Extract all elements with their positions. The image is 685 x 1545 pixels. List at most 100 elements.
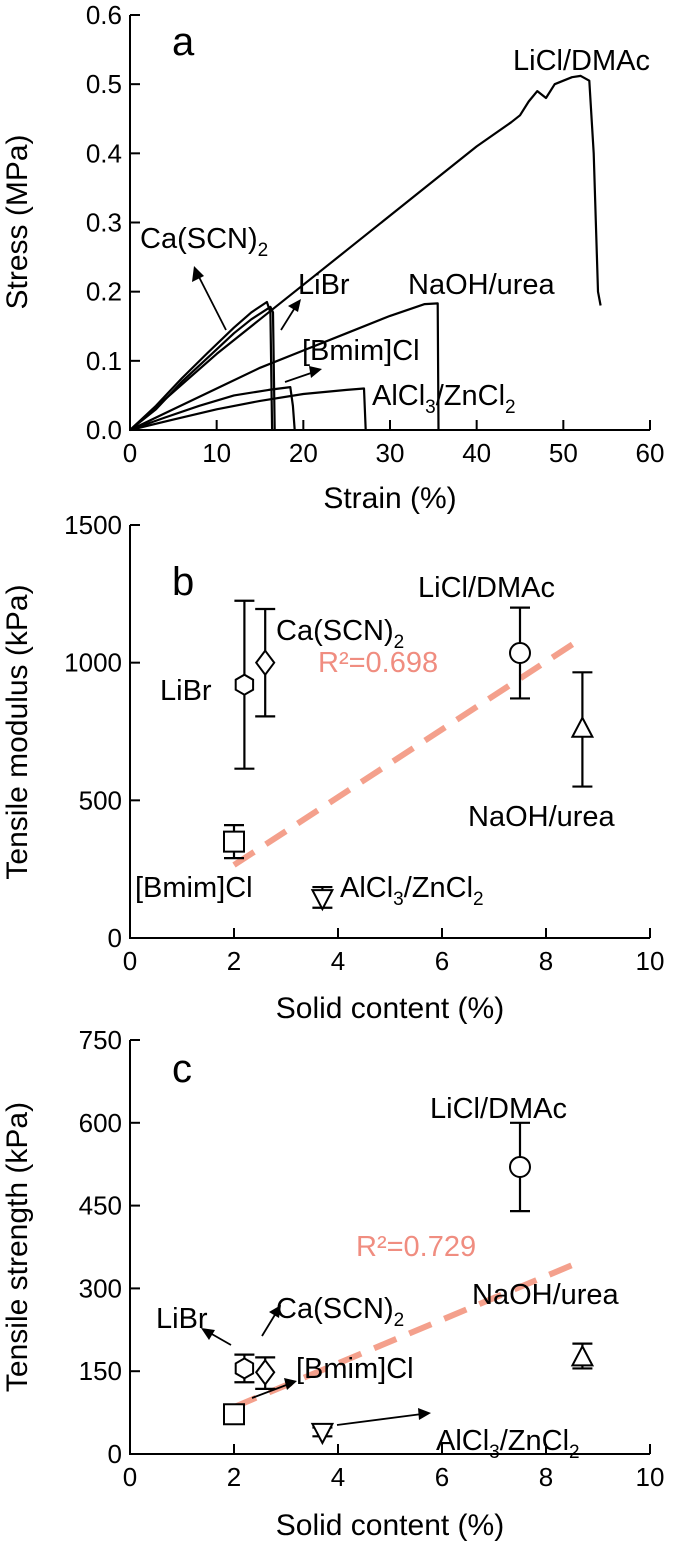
panel-a-arrow-libr <box>280 305 297 331</box>
panel-c-point-ca-scn-2 <box>254 1358 276 1386</box>
panel-a-ytick-label: 0.2 <box>86 277 122 307</box>
panel-c-label-naoh-urea: NaOH/urea <box>472 1279 620 1311</box>
panel-a-xtick-label: 60 <box>636 438 665 468</box>
panel-c-arrowhead-libr <box>201 1328 215 1340</box>
panel-a-xtick-label: 30 <box>376 438 405 468</box>
panel-b-axes <box>129 525 650 939</box>
panel-a-label-alcl3-zncl2: AlCl3/ZnCl2 <box>372 380 516 418</box>
panel-a-ylabel: Stress (MPa) <box>1 134 34 309</box>
panel-a-label-libr: LiBr <box>298 269 350 301</box>
panel-c-axes <box>129 1040 650 1455</box>
panel-a-label-naoh-urea: NaOH/urea <box>408 269 556 301</box>
panel-b-xtick-label: 4 <box>331 946 345 976</box>
panel-a-arrowhead-ca-scn <box>192 266 204 282</box>
panel-b-label-bmim-cl: [Bmim]Cl <box>135 872 253 904</box>
panel-c-xtick-label: 2 <box>227 1462 241 1492</box>
panel-c-arrowhead-alcl3 <box>418 1408 431 1420</box>
panel-c-xtick-label: 0 <box>123 1462 137 1492</box>
panel-c-ytick-label: 150 <box>79 1356 122 1386</box>
panel-b-r2-label: R²=0.698 <box>318 647 438 679</box>
panel-a-arrowhead-libr <box>288 299 301 312</box>
panel-a-xtick-label: 50 <box>549 438 578 468</box>
panel-b-label-naoh-urea: NaOH/urea <box>468 801 616 833</box>
panel-b-tensile-modulus: b 0 2 4 6 8 10 0 500 1000 1500 R²=0.698 Solid con… <box>1 510 664 1025</box>
panel-a-curve-ca-scn-2 <box>129 300 274 431</box>
panel-a-ticks: 0 10 20 30 40 50 60 0.0 0.1 0.2 0.3 0.4 0.5 0.6 <box>86 0 665 468</box>
panel-b-label-libr: LiBr <box>160 675 212 707</box>
panel-a-xtick-label: 40 <box>462 438 491 468</box>
panel-a-ytick-label: 0.4 <box>86 138 122 168</box>
panel-b-point-naoh-urea <box>570 715 595 738</box>
panel-c-point-licl-dmac <box>509 1155 531 1178</box>
panel-c-ytick-label: 300 <box>79 1273 122 1303</box>
panel-a-arrowhead-bmim <box>309 366 322 378</box>
panel-c-arrow-libr <box>209 1332 232 1346</box>
panel-c-arrow-alcl3 <box>336 1413 423 1426</box>
panel-a-xtick-label: 0 <box>123 438 137 468</box>
panel-b-ytick-label: 500 <box>79 785 122 815</box>
panel-c-letter: c <box>172 1047 192 1091</box>
panel-a-xtick-label: 20 <box>289 438 318 468</box>
panel-c-arrowhead-bmim <box>284 1378 297 1390</box>
panel-c-label-libr: LiBr <box>156 1303 208 1335</box>
panel-b-label-alcl3-zncl2: AlCl3/ZnCl2 <box>340 872 484 910</box>
panel-b-ytick-label: 1000 <box>64 648 122 678</box>
panel-c-arrow-bmim <box>251 1383 290 1399</box>
panel-a-arrow-bmim <box>284 371 315 383</box>
panel-c-point-libr <box>234 1357 255 1380</box>
panel-c-ytick-label: 750 <box>79 1025 122 1055</box>
panel-c-label-alcl3-zncl2: AlCl3/ZnCl2 <box>436 1425 580 1463</box>
panel-b-point-ca-scn-2 <box>254 649 276 677</box>
panel-a-curve--bmim-cl <box>129 386 296 432</box>
panel-c-points <box>223 1121 595 1446</box>
panel-b-xtick-label: 6 <box>435 946 449 976</box>
panel-b-label-ca-scn: Ca(SCN)2 <box>276 615 404 653</box>
panel-a-label-ca-scn: Ca(SCN)2 <box>140 223 268 261</box>
panel-c-point-naoh-urea <box>570 1344 595 1367</box>
panel-a-curve-alcl3-zncl2 <box>129 387 367 432</box>
panel-c-tensile-strength: c 0 2 4 6 8 10 0 150 300 450 600 750 R²=0.729 Solid… <box>1 1025 664 1542</box>
panel-c-arrowhead-ca-scn <box>269 1305 281 1318</box>
panel-c-point-alcl3-zncl2 <box>310 1422 335 1446</box>
panel-c-arrow-ca-scn <box>261 1312 277 1337</box>
panel-c-label-licl-dmac: LiCl/DMAc <box>430 1093 567 1125</box>
panel-c-ylabel: Tensile strength (kPa) <box>1 1102 34 1392</box>
panel-a-curve-licl-dmac <box>129 74 602 431</box>
panel-a-xlabel: Strain (%) <box>323 482 456 515</box>
panel-b-points <box>223 599 595 912</box>
panel-a-stress-strain: a 0 10 20 30 40 50 60 0.0 0.1 0.2 0.3 0.4 0.5 0.6 Str… <box>1 0 664 515</box>
panel-b-letter: b <box>172 560 194 604</box>
panel-b-point-alcl3-zncl2 <box>310 889 335 912</box>
panel-b-xtick-label: 8 <box>539 946 553 976</box>
panel-a-arrow-ca-scn <box>197 274 227 331</box>
panel-c-xtick-label: 6 <box>435 1462 449 1492</box>
panel-a-curves <box>129 74 602 432</box>
panel-c-ytick-label: 0 <box>108 1439 122 1469</box>
panel-b-label-licl-dmac: LiCl/DMAc <box>418 572 555 604</box>
panel-c-ytick-label: 600 <box>79 1108 122 1138</box>
panel-a-letter: a <box>172 20 195 64</box>
panel-c-ticks: 0 2 4 6 8 10 0 150 300 450 600 750 <box>79 1025 665 1492</box>
panel-a-ytick-label: 0.5 <box>86 69 122 99</box>
panel-b-point--bmim-cl <box>223 830 245 853</box>
panel-a-ytick-label: 0.6 <box>86 0 122 30</box>
panel-c-fit-line <box>232 1258 584 1410</box>
panel-a-ytick-label: 0.0 <box>86 415 122 445</box>
panel-a-ytick-label: 0.1 <box>86 346 122 376</box>
panel-c-label-bmim-cl: [Bmim]Cl <box>296 1353 414 1385</box>
panel-b-point-licl-dmac <box>509 642 531 665</box>
panel-c-ytick-label: 450 <box>79 1191 122 1221</box>
panel-c-label-ca-scn: Ca(SCN)2 <box>276 1293 404 1331</box>
panel-a-curve-libr <box>129 305 276 431</box>
panel-b-fit-line <box>232 635 585 868</box>
panel-c-r2-label: R²=0.729 <box>356 1231 476 1263</box>
panel-b-xtick-label: 2 <box>227 946 241 976</box>
panel-b-ytick-label: 1500 <box>64 510 122 540</box>
panel-c-xtick-label: 8 <box>539 1462 553 1492</box>
panel-b-point-libr <box>234 673 255 696</box>
panel-b-ylabel: Tensile modulus (kPa) <box>1 584 34 879</box>
panel-b-ticks: 0 2 4 6 8 10 0 500 1000 1500 <box>64 510 664 976</box>
panel-c-xtick-label: 4 <box>331 1462 345 1492</box>
panel-b-xtick-label: 10 <box>636 946 665 976</box>
